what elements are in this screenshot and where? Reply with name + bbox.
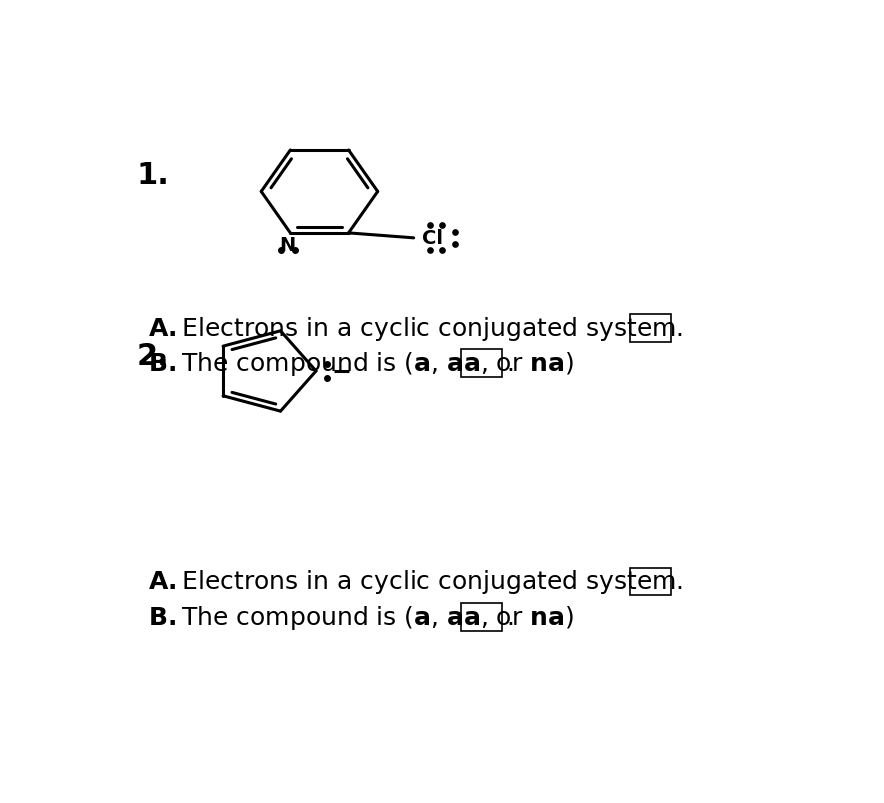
Text: Cl: Cl <box>422 229 443 248</box>
Text: N: N <box>278 236 295 255</box>
Bar <box>461 349 502 377</box>
Text: 1.: 1. <box>136 161 170 190</box>
Bar <box>629 314 671 342</box>
Text: $\mathbf{A.}$Electrons in a cyclic conjugated system.: $\mathbf{A.}$Electrons in a cyclic conju… <box>149 314 683 342</box>
Bar <box>461 603 502 631</box>
Text: 2.: 2. <box>136 341 169 370</box>
Text: $\mathbf{B.}$The compound is ($\mathbf{a}$, $\mathbf{aa}$, or $\mathbf{na}$): $\mathbf{B.}$The compound is ($\mathbf{a… <box>149 349 574 377</box>
Bar <box>629 568 671 596</box>
Text: $\mathbf{A.}$Electrons in a cyclic conjugated system.: $\mathbf{A.}$Electrons in a cyclic conju… <box>149 568 683 596</box>
Text: .: . <box>507 352 514 376</box>
Text: .: . <box>507 605 514 629</box>
Text: $\mathbf{B.}$The compound is ($\mathbf{a}$, $\mathbf{aa}$, or $\mathbf{na}$): $\mathbf{B.}$The compound is ($\mathbf{a… <box>149 603 574 631</box>
